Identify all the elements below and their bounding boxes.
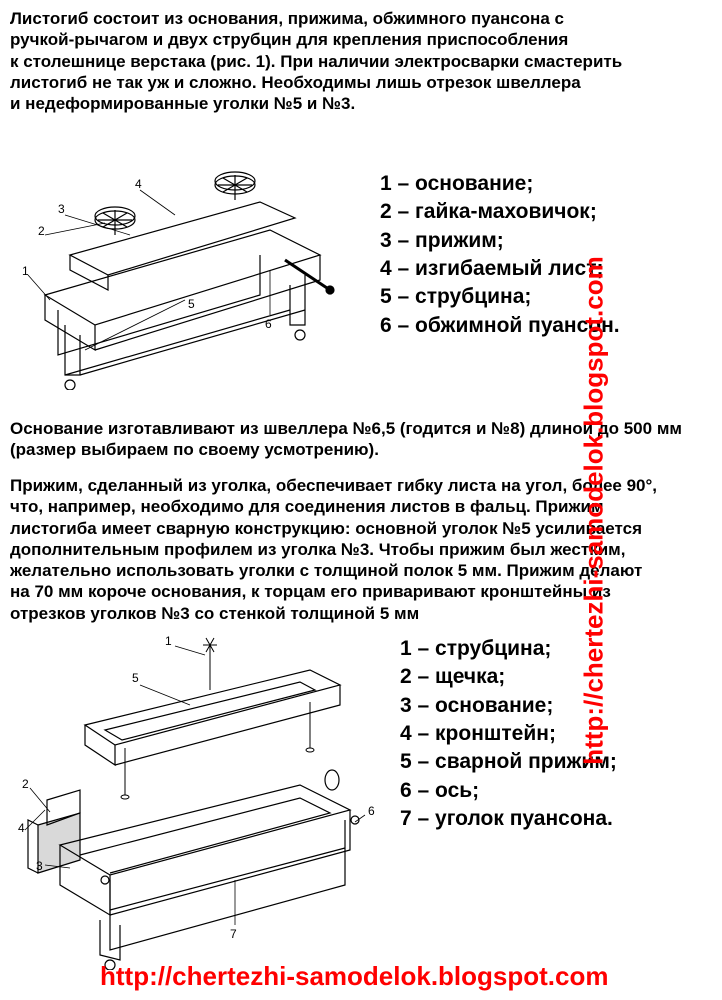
svg-text:2: 2 [38, 224, 45, 238]
paragraph-base: Основание изготавливают из швеллера №6,5… [10, 418, 710, 461]
legend-item: 3 – основание; [400, 692, 617, 720]
svg-text:5: 5 [188, 297, 195, 311]
legend-item: 1 – струбцина; [400, 635, 617, 663]
svg-text:6: 6 [265, 317, 272, 331]
svg-text:3: 3 [58, 202, 65, 216]
svg-text:3: 3 [36, 859, 43, 873]
svg-text:6: 6 [368, 804, 375, 818]
svg-text:4: 4 [135, 177, 142, 191]
svg-text:4: 4 [18, 821, 25, 835]
legend-item: 5 – сварной прижим; [400, 748, 617, 776]
legend-item: 4 – кронштейн; [400, 720, 617, 748]
legend-item: 3 – прижим; [380, 227, 620, 255]
legend-item: 6 – ось; [400, 777, 617, 805]
svg-text:1: 1 [165, 634, 172, 648]
svg-text:5: 5 [132, 671, 139, 685]
legend-item: 6 – обжимной пуансон. [380, 312, 620, 340]
legend-item: 7 – уголок пуансона. [400, 805, 617, 833]
legend-assembled: 1 – основание; 2 – гайка-маховичок; 3 – … [380, 170, 620, 340]
diagram-assembled: 1 2 3 4 5 6 [10, 140, 345, 390]
legend-exploded: 1 – струбцина; 2 – щечка; 3 – основание;… [400, 635, 617, 833]
diagram-exploded: 1 2 3 4 5 6 7 [10, 630, 380, 970]
svg-text:2: 2 [22, 777, 29, 791]
legend-item: 2 – щечка; [400, 663, 617, 691]
legend-item: 1 – основание; [380, 170, 620, 198]
legend-item: 4 – изгибаемый лист; [380, 255, 620, 283]
intro-paragraph: Листогиб состоит из основания, прижима, … [10, 8, 710, 114]
svg-text:7: 7 [230, 927, 237, 941]
paragraph-clamp: Прижим, сделанный из уголка, обеспечивае… [10, 475, 710, 624]
svg-text:1: 1 [22, 264, 29, 278]
legend-item: 2 – гайка-маховичок; [380, 198, 620, 226]
legend-item: 5 – струбцина; [380, 283, 620, 311]
